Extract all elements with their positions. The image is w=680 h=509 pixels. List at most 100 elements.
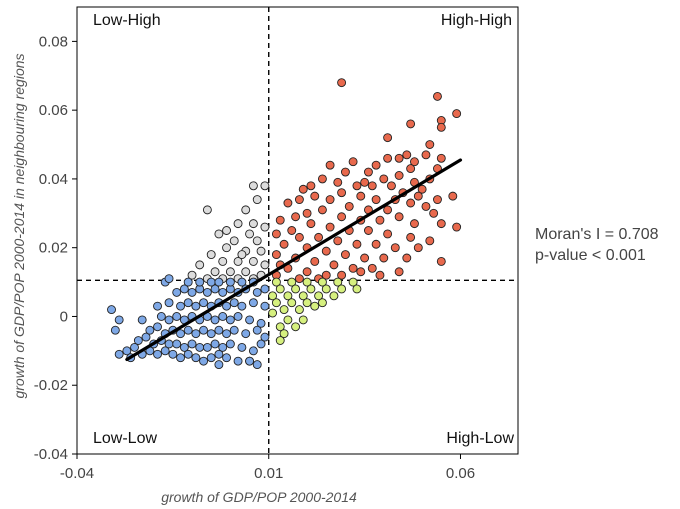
point-low-low [191,301,201,311]
point-low-low [160,346,170,356]
point-high-high [383,229,393,239]
p-value-label: p-value < 0.001 [535,247,646,264]
point-high-high [410,157,419,167]
point-high-high [325,222,335,232]
point-low-low [156,312,166,321]
point-low-high [252,195,262,205]
point-low-low [248,298,258,308]
point-low-low [229,298,239,308]
point-high-high [402,253,412,263]
point-low-low [225,339,235,349]
y-axis-title: growth of GDP/POP 2000-2014 in neighbour… [11,53,27,398]
point-high-high [294,274,304,284]
point-low-low [191,329,201,339]
point-low-low [245,315,255,325]
point-low-low [191,353,201,363]
point-low-low [214,325,224,335]
point-low-low [214,360,224,370]
point-low-high [248,181,258,191]
x-axis-title: growth of GDP/POP 2000-2014 [161,489,357,505]
point-high-high [352,181,362,191]
point-low-high [210,267,220,277]
point-high-low [268,291,278,301]
point-high-high [433,195,442,205]
y-tick-label: -0.02 [34,377,68,394]
regression-line [125,158,463,362]
point-high-low [275,322,285,332]
point-high-high [337,270,347,280]
point-high-high [375,270,385,280]
point-low-low [260,332,270,342]
point-low-low [133,336,143,345]
point-low-low [206,329,216,339]
point-high-high [383,133,393,143]
point-high-low [291,284,301,294]
point-low-low [245,356,255,366]
x-tick-label: 0.06 [446,465,475,482]
point-high-high [406,198,416,208]
point-high-high [383,205,393,215]
point-low-high [222,243,232,253]
point-low-low [210,339,220,349]
point-high-low [317,277,327,287]
point-high-high [279,239,289,249]
point-low-low [153,349,162,359]
point-high-high [367,181,377,191]
point-high-high [321,246,331,256]
x-axis-ticks: -0.04 0.01 0.06 [60,454,475,482]
point-high-high [344,201,354,211]
point-low-low [218,342,228,352]
point-high-low [310,301,320,311]
y-tick-label: 0.02 [39,240,68,257]
point-low-low [114,315,124,325]
point-low-low [195,342,205,352]
point-high-high [387,181,396,191]
point-high-low [314,291,324,301]
point-low-high [222,226,232,235]
point-low-low [222,301,232,311]
point-high-low [271,277,281,287]
point-low-low [137,315,147,325]
point-low-low [183,349,193,359]
point-low-low [176,353,185,363]
point-high-high [294,232,304,242]
point-low-high [187,270,197,280]
point-high-low [298,315,308,325]
point-high-high [306,219,316,229]
point-high-low [317,298,327,308]
point-high-high [436,122,446,132]
point-high-high [406,164,416,174]
y-tick-label: 0 [60,308,68,325]
point-low-high [245,229,255,239]
point-low-low [199,325,208,335]
point-high-high [413,191,423,201]
point-low-high [241,267,251,277]
y-tick-label: 0.06 [39,102,68,119]
regression-line-group [125,158,463,362]
point-low-low [206,353,216,363]
point-high-low [283,291,293,301]
point-low-low [225,277,235,287]
point-low-low [199,298,208,308]
point-low-low [164,274,174,284]
point-high-low [279,305,289,315]
point-high-low [333,277,343,287]
point-high-low [271,298,281,308]
point-high-high [329,260,339,270]
point-low-low [107,305,116,315]
point-low-low [153,301,162,311]
point-high-high [406,119,416,129]
point-high-high [421,150,431,160]
quadrant-label-top-left: Low-High [93,12,161,29]
point-low-low [164,298,174,308]
point-low-low [172,287,182,297]
point-low-high [256,246,266,256]
point-low-low [183,325,193,335]
point-low-low [187,287,197,297]
point-high-high [379,174,389,184]
point-high-low [352,284,362,294]
point-low-low [122,346,132,356]
point-low-low [210,315,220,325]
point-low-low [252,287,262,297]
point-low-high [233,256,243,266]
